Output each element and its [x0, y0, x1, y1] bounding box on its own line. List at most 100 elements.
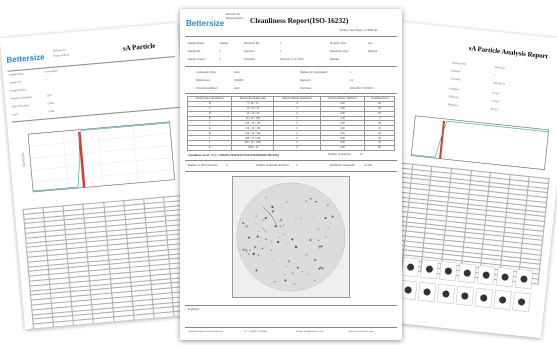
particle-speck — [273, 280, 276, 283]
particle-speck — [249, 249, 251, 251]
particle-speck — [315, 200, 317, 203]
right-info-2: Operator: — [451, 69, 462, 74]
left-info-1: Sample Name: — [8, 72, 25, 77]
table-cell: 0 — [273, 144, 321, 151]
fiber-label: Number of Fiber Particles: — [188, 164, 218, 167]
right-info-4: D10(μm): — [449, 87, 460, 92]
table-cell — [94, 326, 115, 330]
particle-speck — [324, 217, 327, 220]
particle-speck — [274, 225, 277, 228]
table-cell — [74, 328, 95, 330]
info-cell: Dissolvent Type: — [330, 50, 349, 53]
particle-speck — [287, 260, 290, 263]
info-cell: 1 — [220, 50, 222, 53]
particle-speck — [279, 226, 282, 228]
table-cell: 1000 ≤ D — [231, 144, 275, 151]
particle-speck — [314, 279, 316, 282]
particle-speck — [325, 236, 327, 238]
info-cell: xxx — [368, 42, 373, 45]
right-val-4: 10.237 — [492, 91, 500, 96]
particle-speck — [284, 274, 286, 276]
particle-speck — [271, 205, 274, 209]
cleanliness-level-line: Cleanliness level: CCC=A(B00/C00/D00/E2/… — [188, 153, 280, 157]
component-cell: Test Date: — [300, 87, 312, 90]
particle-speck — [320, 245, 323, 248]
info-cell: Measured By: — [244, 42, 260, 45]
left-axis-label: Cumul.(%) — [21, 152, 26, 166]
particle-speck — [279, 225, 280, 227]
left-info-2: Sample ID: — [9, 80, 22, 85]
particle-speck — [306, 273, 308, 275]
cleanliness-table: Particle Size Classification Particle Siz… — [186, 96, 395, 151]
particle-speck — [245, 225, 248, 228]
component-cell: 120.000 — [234, 79, 244, 82]
particle-speck — [318, 267, 321, 270]
particle-speck — [277, 240, 280, 244]
particle-speck — [296, 266, 299, 269]
table-row: E 50 ≤ D < 100 3 2.50 2 — [186, 115, 395, 122]
right-val-1: Bettersize — [494, 65, 506, 70]
component-cell: Operator: — [300, 79, 311, 82]
table-cell — [53, 325, 75, 330]
center-logo: Bettersize — [186, 19, 225, 28]
left-logo-sub-1: BeTester-SS — [52, 48, 66, 53]
particle-speck — [295, 218, 297, 220]
particle-speck — [242, 222, 245, 224]
right-val-3: 2023-06-15 — [493, 81, 506, 87]
component-cell: 2023-06-17 10:04:51 — [350, 87, 374, 90]
report-title: Cleanliness Report(ISO-16232) — [250, 16, 349, 25]
right-val-2: 1 — [493, 73, 496, 77]
left-distribution-chart: Cumul.(%) — [21, 121, 175, 193]
particle-speck — [315, 238, 317, 240]
left-info-3: Sample Source: — [10, 88, 27, 93]
center-header-info-2: Image Analysis — [226, 17, 244, 20]
right-val-5: 31.058 — [491, 99, 499, 104]
particle-icon — [425, 265, 433, 273]
info-cell: Remark: — [330, 58, 340, 61]
particle-speck — [300, 217, 302, 220]
particle-icon — [501, 273, 509, 281]
component-cell: Wetted Area: — [196, 79, 211, 82]
particle-speck — [328, 227, 330, 229]
particle-speck — [264, 230, 266, 232]
info-cell: Property Type: — [330, 42, 347, 45]
diameter-value: 54.160 — [364, 164, 372, 167]
particle-speck — [293, 283, 296, 285]
info-cell: Sample ID: — [188, 50, 201, 53]
particle-speck — [279, 219, 282, 222]
particle-speck — [285, 265, 287, 267]
particle-speck — [252, 252, 255, 256]
right-info-1: Measured By: — [451, 61, 467, 66]
particle-speck — [327, 204, 329, 206]
particle-icon — [404, 286, 412, 294]
table-cell: K — [186, 144, 233, 151]
component-cell: 1/2 — [350, 79, 354, 82]
particle-speck — [255, 269, 258, 272]
particle-speck — [248, 236, 251, 239]
table-cell — [154, 321, 175, 328]
particle-icon — [442, 290, 450, 298]
particle-speck — [257, 254, 260, 256]
component-cell: level — [234, 71, 240, 74]
table-cell — [113, 320, 135, 327]
table-cell — [153, 316, 175, 324]
table-cell — [134, 327, 156, 330]
particles-label: Number of Particles: — [328, 153, 352, 156]
metal-value: 0 — [296, 164, 298, 167]
particle-speck — [265, 238, 267, 241]
particle-speck — [317, 228, 320, 230]
table-cell: 00 — [364, 144, 395, 151]
info-cell: Sample — [220, 42, 229, 45]
particle-speck — [317, 239, 320, 242]
particle-speck — [286, 243, 288, 245]
info-cell: Sample Source: — [188, 58, 206, 61]
footer-tel: Tel: +86-0415-6163800 — [244, 330, 267, 333]
table-cell — [154, 326, 176, 330]
right-title: sA Particle Analysis Report — [468, 45, 549, 61]
particle-speck — [309, 239, 312, 241]
particle-speck — [258, 241, 260, 242]
footer-web: Web: www.bettersize.com — [348, 330, 374, 333]
particle-speck — [279, 236, 281, 238]
particle-speck — [253, 238, 255, 240]
component-cell: Component Type: — [196, 71, 217, 74]
